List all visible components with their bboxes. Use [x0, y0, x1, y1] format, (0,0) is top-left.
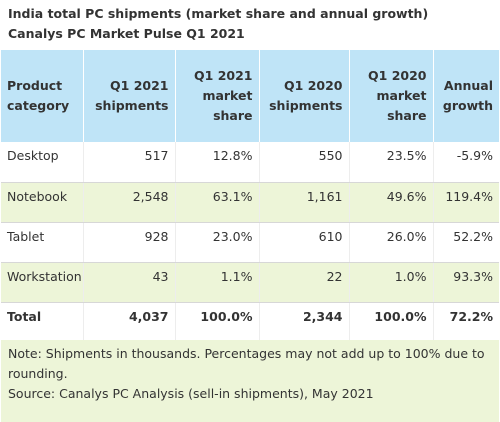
table-cell: 1.0% — [349, 262, 434, 303]
title-block: India total PC shipments (market share a… — [8, 4, 428, 44]
table-cell: 23.0% — [175, 222, 260, 263]
header-q1-2020-market-share: Q1 2020 market share — [349, 50, 434, 142]
table-cell: 610 — [259, 222, 350, 263]
table-cell: 100.0% — [175, 302, 260, 342]
table-cell: Total — [1, 302, 84, 342]
table-cell: Desktop — [1, 142, 84, 183]
table-cell: 93.3% — [433, 262, 499, 303]
header-text: Q1 2020 — [368, 68, 427, 83]
source-text: Source: Canalys PC Analysis (sell-in shi… — [8, 386, 374, 401]
table-cell: 119.4% — [433, 182, 499, 223]
shipments-table: Product category Q1 2021 shipments Q1 20… — [1, 50, 499, 342]
table-cell: 1.1% — [175, 262, 260, 303]
table-cell: 43 — [83, 262, 176, 303]
table-row: Notebook 2,548 63.1% 1,161 49.6% 119.4% — [1, 182, 499, 223]
table-cell: 1,161 — [259, 182, 350, 223]
header-product-category: Product category — [1, 50, 84, 142]
header-text: Q1 2021 — [110, 78, 169, 93]
header-text: share — [387, 108, 427, 123]
table-cell: Notebook — [1, 182, 84, 223]
note-box: Note: Shipments in thousands. Percentage… — [1, 340, 499, 422]
note-text: rounding. — [8, 366, 68, 381]
table-cell: -5.9% — [433, 142, 499, 183]
header-text: market — [202, 88, 253, 103]
header-text: shipments — [269, 98, 343, 113]
table-cell: 63.1% — [175, 182, 260, 223]
table-cell: 550 — [259, 142, 350, 183]
header-q1-2021-shipments: Q1 2021 shipments — [83, 50, 176, 142]
table-cell: 2,344 — [259, 302, 350, 342]
table-cell: Tablet — [1, 222, 84, 263]
header-annual-growth: Annual growth — [433, 50, 499, 142]
table-cell: 26.0% — [349, 222, 434, 263]
table-cell: 12.8% — [175, 142, 260, 183]
table-header-row: Product category Q1 2021 shipments Q1 20… — [1, 50, 499, 142]
header-q1-2021-market-share: Q1 2021 market share — [175, 50, 260, 142]
header-text: shipments — [95, 98, 169, 113]
table-cell: 517 — [83, 142, 176, 183]
table-cell: 72.2% — [449, 308, 493, 324]
table-cell: 100.0% — [349, 302, 434, 342]
header-text: Annual — [443, 78, 493, 93]
table-cell: 22 — [259, 262, 350, 303]
table-row: Workstation 43 1.1% 22 1.0% 93.3% — [1, 262, 499, 303]
page-title: India total PC shipments (market share a… — [8, 6, 429, 21]
table-cell: Workstation — [1, 262, 84, 303]
table-cell: 928 — [83, 222, 176, 263]
table-row: Desktop 517 12.8% 550 23.5% -5.9% — [1, 142, 499, 183]
header-text: Q1 2020 — [284, 78, 343, 93]
table-row: Tablet 928 23.0% 610 26.0% 52.2% — [1, 222, 499, 263]
note-text: Note: Shipments in thousands. Percentage… — [8, 346, 485, 361]
header-text: market — [376, 88, 427, 103]
table-cell: 4,037 — [83, 302, 176, 342]
page-subtitle: Canalys PC Market Pulse Q1 2021 — [8, 26, 245, 41]
table-cell: 23.5% — [349, 142, 434, 183]
header-q1-2020-shipments: Q1 2020 shipments — [259, 50, 350, 142]
table-cell: 2,548 — [83, 182, 176, 223]
table-cell: 52.2% — [433, 222, 499, 263]
table-total-row: Total 4,037 100.0% 2,344 100.0% 72.2% — [1, 302, 499, 342]
header-text: growth — [442, 98, 493, 113]
header-text: category — [7, 98, 70, 113]
table-cell: 49.6% — [349, 182, 434, 223]
header-text: Product — [7, 78, 63, 93]
header-text: Q1 2021 — [194, 68, 253, 83]
header-text: share — [213, 108, 253, 123]
